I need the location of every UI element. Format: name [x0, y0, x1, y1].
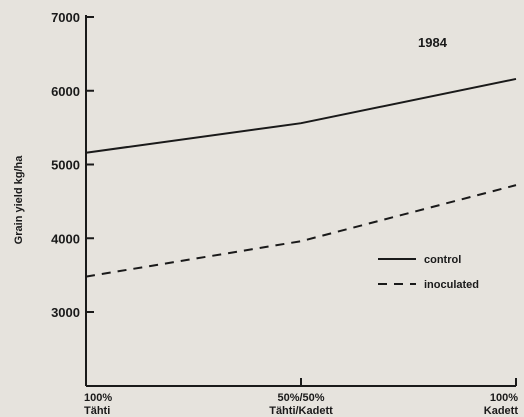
- y-tick-label: 7000: [51, 10, 80, 25]
- legend-label-control: control: [424, 254, 461, 266]
- y-tick-label: 4000: [51, 231, 80, 246]
- y-tick-label: 3000: [51, 305, 80, 320]
- legend-label-inoculated: inoculated: [424, 279, 479, 291]
- series-line-control: [85, 77, 517, 154]
- x-category-label: 50%/50%: [277, 392, 324, 404]
- y-tick-label: 6000: [51, 84, 80, 99]
- series-line-inoculated: [85, 184, 517, 278]
- x-category-label: 100%: [84, 392, 112, 404]
- y-tick-label: 5000: [51, 158, 80, 173]
- x-category-label: Tähti/Kadett: [269, 405, 333, 417]
- y-axis-title: Grain yield kg/ha: [13, 155, 25, 245]
- x-category-label: 100%: [490, 392, 518, 404]
- x-category-label: Kadett: [484, 405, 519, 417]
- x-category-label: Tähti: [84, 405, 110, 417]
- chart-annotation: 1984: [418, 35, 448, 50]
